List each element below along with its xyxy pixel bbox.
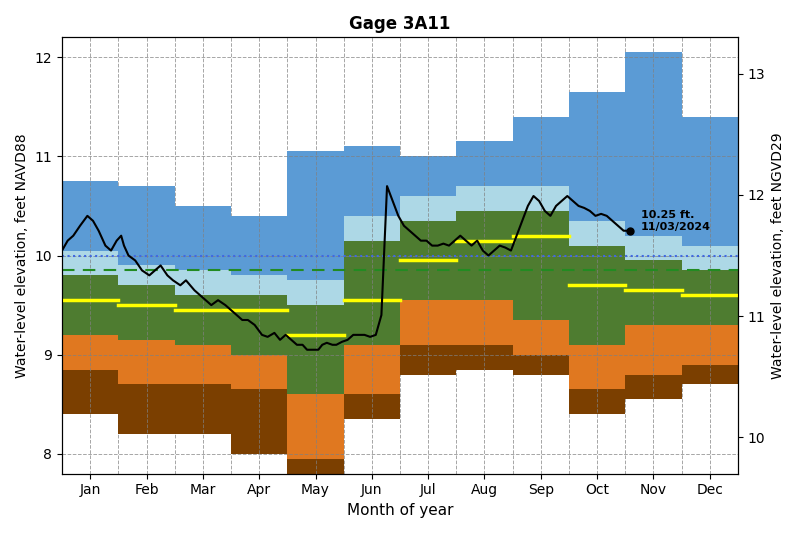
Bar <box>62 369 118 414</box>
Text: 10.25 ft.
11/03/2024: 10.25 ft. 11/03/2024 <box>641 210 711 232</box>
Bar <box>682 365 738 384</box>
Y-axis label: Water-level elevation, feet NGVD29: Water-level elevation, feet NGVD29 <box>771 132 785 379</box>
Bar <box>456 211 513 300</box>
Bar <box>344 241 400 345</box>
Bar <box>231 276 287 295</box>
Bar <box>682 117 738 246</box>
Bar <box>287 305 344 394</box>
Bar <box>456 300 513 345</box>
Bar <box>626 375 682 399</box>
Bar <box>626 261 682 325</box>
Bar <box>174 345 231 384</box>
Bar <box>344 394 400 419</box>
Bar <box>287 280 344 305</box>
Bar <box>287 151 344 280</box>
Bar <box>456 141 513 186</box>
Bar <box>118 265 174 285</box>
Bar <box>174 384 231 434</box>
Bar <box>569 246 626 345</box>
Bar <box>344 147 400 216</box>
Bar <box>174 295 231 345</box>
Bar <box>569 345 626 390</box>
Bar <box>682 270 738 325</box>
Bar <box>118 384 174 434</box>
Bar <box>569 221 626 246</box>
Bar <box>682 325 738 365</box>
Bar <box>513 117 569 186</box>
Bar <box>400 156 456 196</box>
Bar <box>62 181 118 251</box>
Bar <box>513 320 569 354</box>
Bar <box>344 216 400 241</box>
Bar <box>231 354 287 390</box>
Bar <box>118 186 174 265</box>
Title: Gage 3A11: Gage 3A11 <box>350 15 450 33</box>
Bar <box>118 285 174 340</box>
Bar <box>682 246 738 270</box>
Bar <box>344 345 400 394</box>
Bar <box>62 335 118 369</box>
Bar <box>231 216 287 276</box>
Bar <box>62 276 118 335</box>
Bar <box>569 92 626 221</box>
Y-axis label: Water-level elevation, feet NAVD88: Water-level elevation, feet NAVD88 <box>15 133 29 378</box>
Bar <box>287 394 344 459</box>
Bar <box>626 52 682 236</box>
Bar <box>513 186 569 211</box>
Bar <box>456 186 513 211</box>
Bar <box>287 459 344 479</box>
Bar <box>231 390 287 454</box>
Bar <box>513 354 569 375</box>
Bar <box>62 251 118 276</box>
Bar <box>400 221 456 300</box>
Bar <box>400 345 456 375</box>
Bar <box>400 300 456 345</box>
Bar <box>174 270 231 295</box>
Bar <box>231 295 287 354</box>
Bar <box>174 206 231 270</box>
Bar <box>118 340 174 384</box>
X-axis label: Month of year: Month of year <box>346 503 454 518</box>
Bar <box>626 325 682 375</box>
Bar <box>513 211 569 320</box>
Bar <box>626 236 682 261</box>
Bar <box>569 390 626 414</box>
Bar <box>456 345 513 369</box>
Bar <box>400 196 456 221</box>
